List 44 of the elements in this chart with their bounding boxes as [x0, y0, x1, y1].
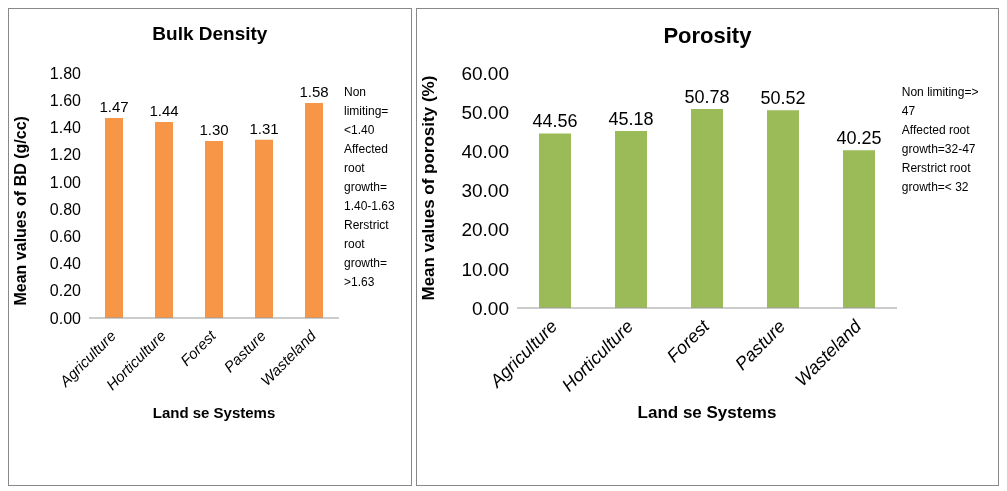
data-label: 1.58	[299, 82, 329, 100]
data-label: 1.30	[199, 121, 229, 139]
y-tick-label: 0.40	[49, 255, 82, 273]
data-label: 1.44	[149, 102, 179, 119]
x-axis-title: Land se Systems	[152, 404, 276, 421]
y-tick-label: 30.00	[461, 180, 509, 202]
y-tick-label: 1.20	[49, 146, 82, 164]
y-tick-label: 10.00	[461, 258, 509, 280]
data-label: 40.25	[836, 128, 882, 149]
y-tick-label: 1.80	[49, 64, 82, 82]
data-label: 1.31	[249, 119, 279, 137]
text: Non limiting= <1.40	[344, 84, 390, 139]
y-tick-label: 40.00	[461, 141, 509, 163]
x-axis-title: Land se Systems	[637, 403, 777, 422]
y-axis-title: Mean values of porosity (%)	[418, 75, 438, 301]
text: Affected root growth=32-47	[901, 122, 977, 158]
data-label: 1.47	[99, 97, 129, 115]
y-tick-label: 1.00	[49, 173, 82, 191]
bar	[690, 109, 723, 308]
y-tick-label: 0.60	[49, 228, 82, 246]
bar	[538, 133, 571, 308]
data-label: 50.52	[760, 88, 806, 109]
y-tick-label: 0.00	[49, 309, 82, 327]
data-label: 50.78	[684, 87, 730, 108]
bar	[842, 150, 875, 308]
y-tick-label: 1.60	[49, 91, 82, 109]
text: Non limiting=> 47	[901, 84, 980, 120]
text: Rerstrict root growth= >1.63	[344, 217, 390, 291]
y-tick-label: 0.00	[471, 297, 509, 319]
y-tick-label: 50.00	[461, 101, 509, 123]
text: Rerstrict root growth=< 32	[901, 160, 972, 196]
chart-title: Porosity	[662, 23, 753, 50]
y-tick-label: 0.20	[49, 282, 82, 300]
bar	[766, 110, 799, 308]
y-tick-label: 0.80	[49, 200, 82, 218]
y-tick-label: 20.00	[461, 219, 509, 241]
chart-title: Bulk Density	[151, 23, 269, 46]
data-label: 44.56	[532, 111, 578, 132]
bar	[614, 131, 647, 308]
y-tick-label: 1.40	[49, 119, 82, 137]
text: Affected root growth= 1.40-1.63	[344, 141, 396, 215]
data-label: 45.18	[608, 109, 654, 130]
y-axis-title: Mean values of BD (g/cc)	[11, 116, 29, 306]
y-tick-label: 60.00	[461, 62, 509, 84]
